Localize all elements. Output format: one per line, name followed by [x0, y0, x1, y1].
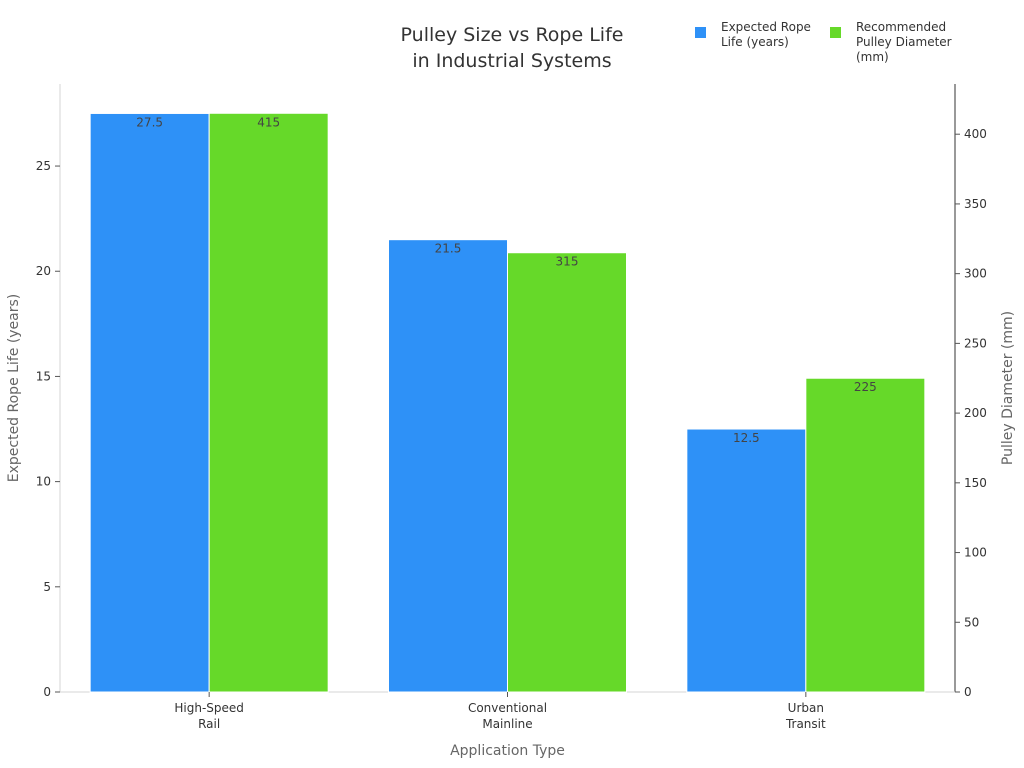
legend-swatch-rope-life	[695, 27, 706, 38]
data-label-pulley-diameter-1: 315	[556, 255, 579, 269]
bar-rope-life-0	[89, 112, 210, 693]
legend-label-rope-life: Expected Rope Life (years)	[721, 20, 821, 50]
y-right-tick-label: 50	[964, 615, 979, 629]
x-tick-label: Rail	[198, 717, 220, 731]
bar-pulley-diameter-0	[208, 112, 329, 693]
x-tick-label: Transit	[785, 717, 826, 731]
legend-label-pulley-diameter: Recommended Pulley Diameter (mm)	[856, 20, 966, 65]
legend-label-rope-life-line-2: Life (years)	[721, 35, 789, 49]
legend-label-pulley-diameter-line-3: (mm)	[856, 50, 889, 64]
y-right-tick-label: 300	[964, 267, 987, 281]
y-left-tick-label: 10	[36, 475, 51, 489]
chart-title-line-1: Pulley Size vs Rope Life	[400, 24, 624, 46]
x-tick-label: Urban	[788, 701, 824, 715]
y-right-tick-label: 250	[964, 336, 987, 350]
data-label-rope-life-1: 21.5	[435, 242, 462, 256]
data-label-pulley-diameter-0: 415	[257, 115, 280, 129]
y-left-tick-label: 5	[43, 580, 51, 594]
y-right-tick-label: 100	[964, 546, 987, 560]
y-right-tick-label: 200	[964, 406, 987, 420]
y-left-tick-label: 0	[43, 685, 51, 699]
y-right-tick-label: 400	[964, 127, 987, 141]
data-label-rope-life-0: 27.5	[136, 115, 163, 129]
bar-pulley-diameter-2	[805, 377, 926, 693]
y-right-tick-label: 350	[964, 197, 987, 211]
data-label-pulley-diameter-2: 225	[854, 380, 877, 394]
x-tick-label: Conventional	[468, 701, 547, 715]
bar-rope-life-1	[388, 239, 508, 693]
y-axis-right-label: Pulley Diameter (mm)	[1000, 311, 1016, 465]
y-left-tick-label: 20	[36, 264, 51, 278]
y-left-tick-label: 25	[36, 159, 51, 173]
y-axis-left-label: Expected Rope Life (years)	[6, 294, 22, 483]
x-tick-label: High-Speed	[174, 701, 244, 715]
y-right-tick-label: 150	[964, 476, 987, 490]
chart-title-line-2: in Industrial Systems	[412, 50, 612, 72]
legend-swatch-pulley-diameter	[830, 27, 841, 38]
data-label-rope-life-2: 12.5	[733, 431, 760, 445]
chart-title: Pulley Size vs Rope Life in Industrial S…	[362, 22, 662, 74]
y-left-tick-label: 15	[36, 369, 51, 383]
x-tick-label: Mainline	[482, 717, 532, 731]
x-axis-label: Application Type	[450, 743, 565, 759]
legend-label-rope-life-line-1: Expected Rope	[721, 20, 811, 34]
bar-rope-life-2	[686, 428, 807, 693]
y-right-tick-label: 0	[964, 685, 972, 699]
legend-label-pulley-diameter-line-2: Pulley Diameter	[856, 35, 952, 49]
legend-label-pulley-diameter-line-1: Recommended	[856, 20, 947, 34]
bar-pulley-diameter-1	[507, 252, 627, 693]
